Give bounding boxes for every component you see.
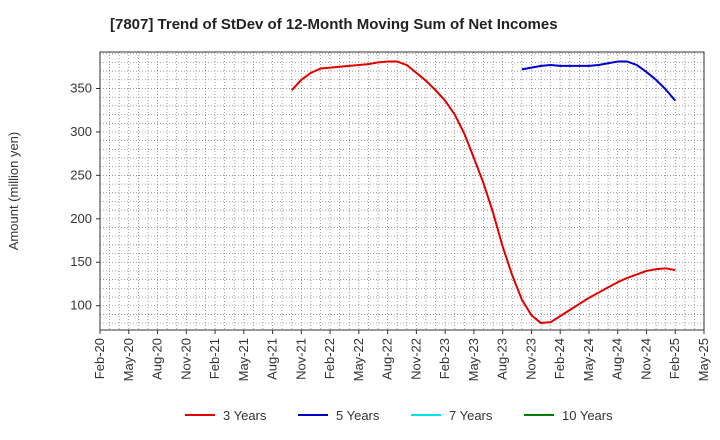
x-tick-label: May-25 — [696, 338, 711, 381]
x-tick-label: Feb-22 — [322, 338, 337, 379]
x-tick-label: Feb-23 — [437, 338, 452, 379]
y-tick-labels: 100 150 200 250 300 350 — [70, 80, 100, 313]
y-tick-label: 250 — [70, 167, 92, 182]
x-tick-label: Aug-23 — [495, 338, 510, 380]
x-tick-label: May-22 — [351, 338, 366, 381]
x-tick-label: May-23 — [466, 338, 481, 381]
legend: 3 Years 5 Years 7 Years 10 Years — [185, 408, 613, 423]
x-tick-label: May-24 — [581, 338, 596, 381]
x-tick-label: May-21 — [236, 338, 251, 381]
legend-label: 3 Years — [223, 408, 267, 423]
x-tick-label: Nov-21 — [293, 338, 308, 380]
x-tick-label: Nov-22 — [408, 338, 423, 380]
y-axis-label: Amount (million yen) — [6, 132, 21, 251]
legend-label: 10 Years — [562, 408, 613, 423]
y-tick-label: 350 — [70, 80, 92, 95]
x-tick-label: Nov-24 — [638, 338, 653, 380]
series-layer — [291, 60, 677, 325]
chart-title: [7807] Trend of StDev of 12-Month Moving… — [110, 16, 558, 33]
y-tick-label: 300 — [70, 124, 92, 139]
x-tick-label: Aug-21 — [265, 338, 280, 380]
grid-layer — [100, 52, 704, 330]
x-tick-label: Aug-22 — [380, 338, 395, 380]
x-tick-label: Feb-25 — [667, 338, 682, 379]
x-tick-label: May-20 — [121, 338, 136, 381]
x-tick-label: Nov-23 — [523, 338, 538, 380]
x-tick-label: Nov-20 — [178, 338, 193, 380]
x-tick-label: Feb-24 — [552, 338, 567, 379]
series-line-5-years — [521, 60, 677, 102]
x-tick-labels: Feb-20 May-20 Aug-20 Nov-20 Feb-21 May-21 Aug-… — [92, 330, 711, 381]
legend-label: 7 Years — [449, 408, 493, 423]
plot-frame — [99, 51, 705, 331]
y-tick-label: 200 — [70, 211, 92, 226]
x-tick-label: Aug-24 — [610, 338, 625, 380]
x-tick-label: Feb-20 — [92, 338, 107, 379]
y-tick-label: 100 — [70, 298, 92, 313]
y-tick-label: 150 — [70, 254, 92, 269]
legend-label: 5 Years — [336, 408, 380, 423]
series-line-3-years — [291, 60, 676, 325]
x-tick-label: Feb-21 — [207, 338, 222, 379]
x-tick-label: Aug-20 — [150, 338, 165, 380]
